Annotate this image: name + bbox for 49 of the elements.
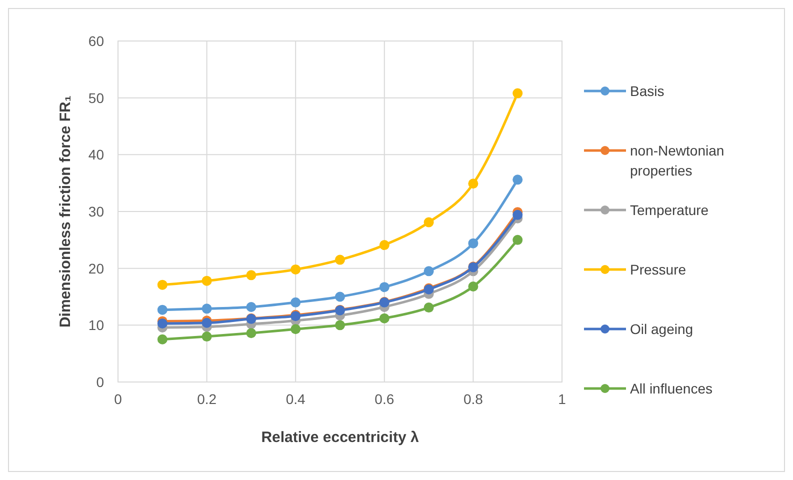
y-tick-label: 50 (88, 90, 104, 106)
y-tick-label: 40 (88, 146, 104, 163)
x-axis-title: Relative eccentricity λ (261, 429, 420, 446)
legend-label: Oil ageing (630, 321, 694, 337)
point (424, 266, 434, 276)
x-tick-label: 1 (558, 391, 566, 407)
point (468, 178, 478, 189)
x-tick-label: 0.8 (463, 391, 484, 407)
legend-label: Pressure (630, 262, 686, 278)
y-tick-label: 20 (88, 260, 104, 276)
point (424, 302, 434, 313)
point (512, 174, 523, 185)
y-tick-label: 0 (96, 374, 104, 390)
point (335, 292, 345, 302)
point (379, 240, 390, 250)
point (157, 334, 168, 344)
point (335, 320, 345, 330)
point (290, 324, 301, 334)
point (379, 282, 390, 292)
point (157, 304, 168, 315)
point (202, 276, 212, 286)
legend-label: Temperature (630, 202, 709, 218)
legend-label: non-Newtonian properties (630, 142, 724, 178)
y-tick-label: 30 (88, 204, 104, 220)
point (512, 88, 523, 98)
x-tick-label: 0 (114, 391, 122, 407)
point (157, 280, 168, 290)
x-tick-label: 0.4 (286, 391, 306, 407)
point (246, 302, 256, 312)
point (512, 234, 523, 245)
legend-label: Basis (630, 83, 664, 99)
point (424, 217, 434, 228)
point (468, 238, 478, 248)
x-tick-label: 0.6 (374, 391, 394, 407)
legend-label: All influences (630, 380, 712, 396)
point (468, 282, 478, 292)
point (290, 264, 301, 274)
point (290, 297, 301, 308)
point (512, 210, 523, 220)
y-tick-label: 10 (88, 317, 104, 334)
point (335, 254, 345, 265)
point (246, 328, 256, 338)
point (246, 270, 256, 280)
point (379, 313, 390, 324)
y-tick-label: 60 (88, 33, 104, 49)
point (202, 332, 212, 342)
x-tick-label: 0.2 (197, 391, 217, 407)
point (202, 304, 212, 314)
y-axis-title: Dimensionless friction force FR₁ (57, 95, 74, 328)
